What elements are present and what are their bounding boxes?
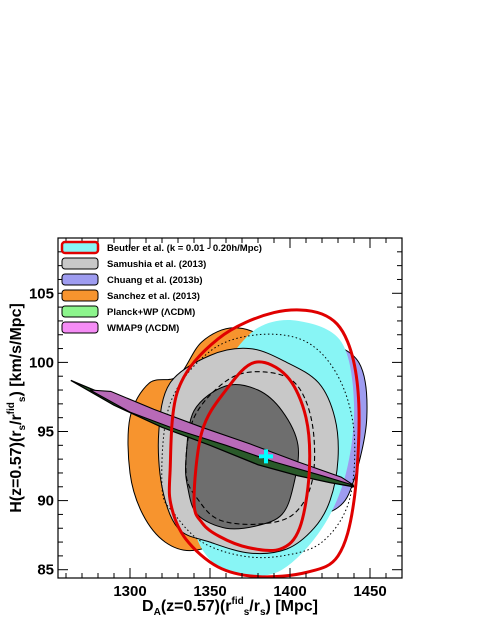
- x-axis-label: DA(z=0.57)(rfids/rs) [Mpc]: [142, 596, 318, 618]
- legend-swatch: [61, 289, 99, 302]
- y-tick-label: 105: [29, 285, 54, 302]
- x-axis-label-part: ) [Mpc]: [266, 598, 318, 615]
- legend-label: Sanchez et al. (2013): [107, 291, 200, 302]
- x-tick-label: 1450: [353, 583, 386, 600]
- y-axis-label-sub: s: [17, 396, 28, 402]
- legend-label: WMAP9 (ΛCDM): [107, 323, 179, 334]
- legend-swatch: [61, 273, 99, 286]
- y-axis-label-sub: s: [17, 425, 28, 431]
- x-axis-label-part: /r: [249, 598, 260, 615]
- y-tick-label: 85: [37, 562, 54, 579]
- beutler-2sigma-contour: [167, 308, 361, 579]
- beutler-1sigma-contour: [192, 360, 312, 553]
- legend-label: Planck+WP (ΛCDM): [107, 307, 195, 318]
- y-axis-label-part: /r: [8, 414, 25, 425]
- y-axis-label-sup: fid: [6, 402, 17, 414]
- y-tick-label: 90: [37, 493, 54, 510]
- y-tick-label: 100: [29, 354, 54, 371]
- x-tick-label: 1300: [113, 583, 146, 600]
- x-axis-label-sup: fid: [232, 596, 244, 607]
- plot-area: [70, 308, 368, 579]
- y-axis-label-part: ) [km/s/Mpc]: [8, 303, 25, 396]
- y-axis-label: H(z=0.57)(rs/rfids) [km/s/Mpc]: [6, 303, 28, 513]
- legend-label: Chuang et al. (2013b): [107, 275, 203, 286]
- x-tick-label: 1400: [273, 583, 306, 600]
- legend-label: Samushia et al. (2013): [107, 259, 206, 270]
- axes: 1300 1350 1400 1450 85 90 95 100 105 DA(z=0.57)(r…: [6, 237, 403, 618]
- plot-frame: [57, 237, 403, 579]
- legend-swatch: [60, 240, 100, 255]
- y-tick-label: 95: [37, 423, 54, 440]
- chuang-dashed-contour: [185, 371, 316, 525]
- x-axis-label-part: (z=0.57)(r: [161, 598, 232, 615]
- y-axis-label-part: H(z=0.57)(r: [8, 431, 25, 513]
- wmap-contour: [89, 389, 355, 486]
- legend-label: Beutler et al. (k = 0.01 - 0.20h/Mpc): [107, 243, 262, 254]
- legend-swatch: [61, 257, 99, 270]
- legend-swatch: [61, 305, 99, 318]
- x-axis-label-sub: s: [260, 607, 266, 618]
- x-axis-label-sub: A: [154, 607, 161, 618]
- legend-swatch: [61, 321, 99, 334]
- x-tick-label: 1350: [193, 583, 226, 600]
- x-axis-label-sub: s: [244, 607, 250, 618]
- legend: Beutler et al. (k = 0.01 - 0.20h/Mpc) Sam…: [60, 240, 262, 334]
- x-axis-label-part: D: [142, 598, 154, 615]
